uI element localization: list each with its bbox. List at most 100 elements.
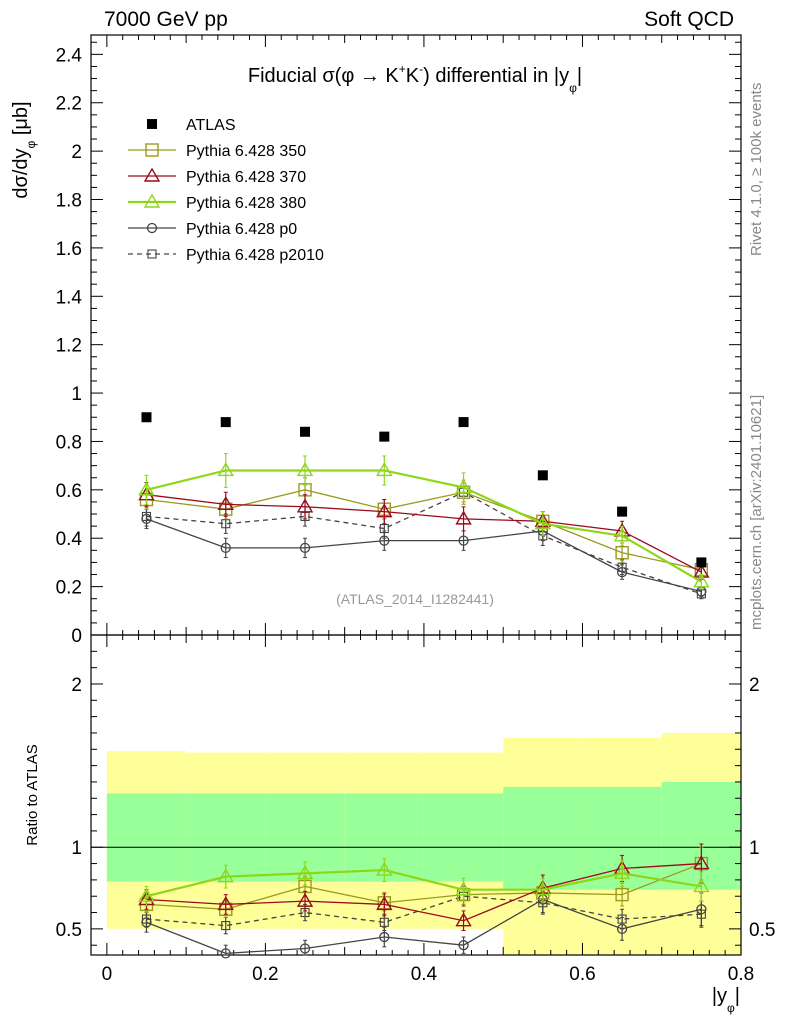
band-inner-bin [106,793,187,882]
title-sub: φ [569,81,577,95]
ratio-uncertainty-bands [91,732,741,955]
main-point-p380 [138,481,155,496]
ratio-point-p380 [455,881,472,896]
x-tick-label: 0.8 [728,964,754,985]
x-tick-label: 0 [102,964,113,985]
ratio-y-axis-label: Ratio to ATLAS [24,744,41,845]
main-point-p350 [615,546,629,560]
main-y-tick-label: 2.4 [56,45,83,66]
main-y-tick-label: 0.2 [56,578,82,599]
legend-marker-p380 [143,193,161,208]
main-y-tick-label: 2.2 [56,94,82,115]
band-inner-bin [503,786,583,890]
legend-marker-p370 [143,167,161,182]
ratio-point-p380 [613,864,631,880]
main-point-p0 [379,535,390,546]
title-main: Fiducial σ(φ → K [248,65,400,87]
x-axis-label: |yφ| [712,985,740,1015]
series-layer [138,412,710,959]
x-tick-label: 0.6 [569,964,595,985]
legend-label-p370: Pythia 6.428 370 [186,169,306,186]
main-point-p380 [217,462,234,477]
ratio-plot-frame [90,634,742,956]
main-y-tick-label: 1.8 [56,191,82,212]
ratio-point-p350 [615,887,629,902]
main-point-p370 [455,510,472,525]
title-close: | [577,65,582,87]
title-end: ) differential in |y [423,65,569,87]
main-line-p370 [146,494,702,573]
ratio-point-p0 [696,904,707,915]
main-y-tick-label: 0.4 [56,529,83,550]
band-inner-bin [423,793,504,882]
ylabel-sub: φ [24,140,38,148]
main-y-tick-label: 0 [71,626,82,647]
ratio-point-p370 [217,895,234,911]
ratio-line-p380 [146,868,702,898]
main-y-tick-label: 1.6 [56,239,82,260]
ratio-point-p370 [455,912,472,927]
ratio-y-tick-label-right: 2 [749,675,760,696]
ratio-y-tick-label-right: 0.5 [749,920,775,941]
main-series-p370 [138,482,710,580]
ratio-line-p350 [146,862,702,910]
ratio-line-p0 [146,898,702,955]
main-point-atlas [141,412,152,423]
ratio-point-p0 [616,923,628,935]
xlabel-main: |y [712,985,727,1007]
main-series-atlas [141,412,707,568]
main-y-tick-label: 2 [71,142,82,163]
legend-label-p350: Pythia 6.428 350 [186,143,306,160]
main-point-atlas [617,506,628,517]
ratio-y-tick-label: 2 [71,675,82,696]
main-point-p380 [455,479,472,494]
main-line-p380 [146,469,702,583]
legend-label-p0: Pythia 6.428 p0 [186,221,297,238]
main-point-p0 [299,542,311,554]
ratio-series-p380 [138,858,710,907]
main-y-tick-label: 1.2 [56,336,82,357]
legend-label-p380: Pythia 6.428 380 [186,195,306,212]
title-sup2: - [419,62,423,76]
legend-marker-p0 [146,222,158,234]
ratio-point-p370 [693,855,710,870]
main-point-p380 [534,515,552,530]
ratio-point-p2010 [221,921,231,931]
main-point-atlas [458,417,469,428]
title-mid: K [406,65,420,87]
main-point-atlas [537,470,548,481]
main-point-p370 [376,503,393,518]
main-line-p2010 [146,491,702,595]
ratio-point-p0 [379,931,390,943]
ratio-point-p370 [376,895,393,911]
main-point-p380 [613,527,631,542]
main-point-atlas [220,417,231,428]
main-y-tick-label: 0.6 [56,481,82,502]
axes: 0 0.2 0.4 0.6 0.8 1 1.2 1.4 1.6 1.8 2 2.2 2.4 0 0.2 0.4… [56,35,775,985]
main-series-p380 [138,453,710,590]
legend: ATLAS Pythia 6.428 350 Pythia 6.428 370 Pyt… [128,117,324,264]
main-y-axis-label: dσ/dyφ [μb] [10,101,38,198]
ratio-point-p0 [299,943,311,954]
header-process-label: Soft QCD [644,8,734,31]
main-point-p0 [220,542,231,554]
legend-marker-p350 [145,143,159,157]
ylabel-main: dσ/dy [10,148,32,198]
title-sup1: + [399,62,406,76]
legend-marker-p2010 [147,249,157,259]
legend-marker-atlas [147,119,157,129]
ratio-point-p2010 [379,917,389,927]
ratio-line-p2010 [146,895,702,927]
main-line-p0 [146,518,702,593]
ratio-point-p0 [220,948,231,959]
main-point-p0 [141,513,152,525]
x-tick-label: 0.4 [411,964,438,985]
main-y-tick-label: 0.8 [56,432,82,453]
main-point-atlas [379,431,390,442]
main-y-tick-label: 1 [71,384,82,405]
main-point-p0 [458,535,469,546]
main-point-p370 [217,495,234,511]
main-title: Fiducial σ(φ → K+K-) differential in |yφ… [248,62,582,95]
ratio-line-p370 [146,862,702,922]
